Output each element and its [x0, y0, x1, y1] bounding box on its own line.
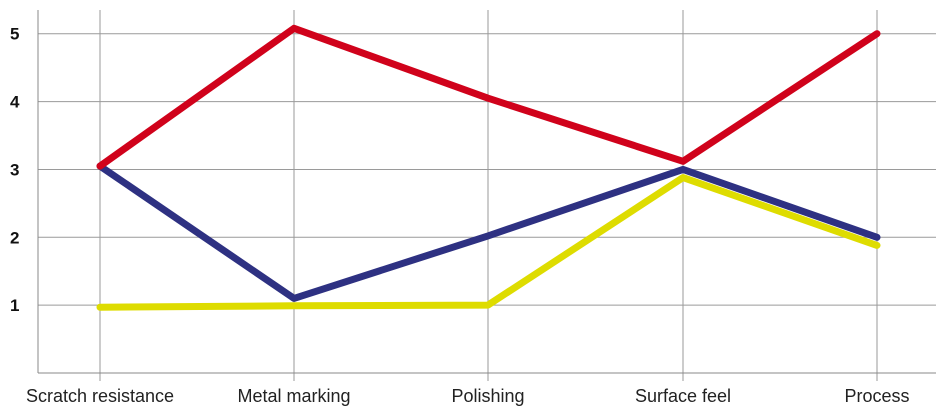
series-line-2	[96, 174, 881, 311]
series-line-0	[96, 24, 881, 170]
series-line-1	[96, 162, 881, 302]
axes	[37, 10, 936, 374]
grid-lines	[38, 10, 936, 381]
y-tick-label-5: 5	[10, 25, 19, 44]
x-tick-labels: Scratch resistance Metal marking Polishing…	[26, 386, 910, 406]
series-lines	[96, 24, 881, 311]
y-tick-label-2: 2	[10, 228, 19, 247]
x-tick-label-4: Process	[844, 386, 909, 406]
x-tick-label-2: Polishing	[451, 386, 524, 406]
x-tick-label-3: Surface feel	[635, 386, 731, 406]
x-tick-label-1: Metal marking	[237, 386, 350, 406]
x-tick-label-0: Scratch resistance	[26, 386, 174, 406]
y-tick-label-3: 3	[10, 160, 19, 179]
y-tick-label-1: 1	[10, 296, 19, 315]
y-tick-label-4: 4	[10, 93, 20, 112]
y-tick-labels: 1 2 3 4 5	[10, 25, 20, 315]
